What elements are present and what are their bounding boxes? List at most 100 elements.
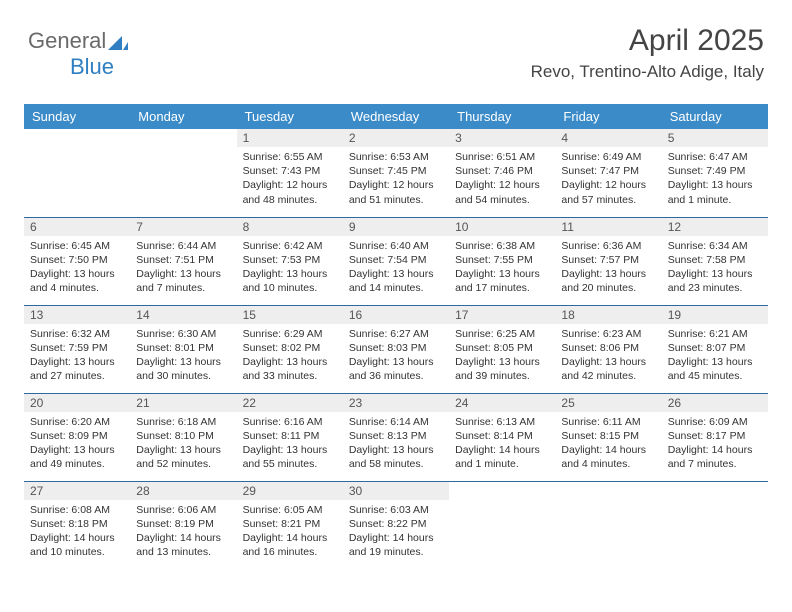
calendar-day: 6Sunrise: 6:45 AMSunset: 7:50 PMDaylight… [24, 217, 130, 305]
day-number: 22 [237, 394, 343, 412]
brand-part2: Blue [70, 54, 114, 79]
location-subtitle: Revo, Trentino-Alto Adige, Italy [531, 62, 764, 82]
calendar-day: 19Sunrise: 6:21 AMSunset: 8:07 PMDayligh… [662, 305, 768, 393]
day-number: 25 [555, 394, 661, 412]
day-details: Sunrise: 6:34 AMSunset: 7:58 PMDaylight:… [662, 236, 768, 300]
day-number: 8 [237, 218, 343, 236]
day-details: Sunrise: 6:51 AMSunset: 7:46 PMDaylight:… [449, 147, 555, 211]
day-details: Sunrise: 6:40 AMSunset: 7:54 PMDaylight:… [343, 236, 449, 300]
calendar-day: 12Sunrise: 6:34 AMSunset: 7:58 PMDayligh… [662, 217, 768, 305]
day-number: 1 [237, 129, 343, 147]
calendar-day: 1Sunrise: 6:55 AMSunset: 7:43 PMDaylight… [237, 129, 343, 217]
calendar-day: 11Sunrise: 6:36 AMSunset: 7:57 PMDayligh… [555, 217, 661, 305]
calendar-empty [130, 129, 236, 217]
calendar-row: 1Sunrise: 6:55 AMSunset: 7:43 PMDaylight… [24, 129, 768, 217]
day-number: 19 [662, 306, 768, 324]
day-number: 12 [662, 218, 768, 236]
calendar-empty [662, 481, 768, 569]
calendar-day: 18Sunrise: 6:23 AMSunset: 8:06 PMDayligh… [555, 305, 661, 393]
calendar-day: 2Sunrise: 6:53 AMSunset: 7:45 PMDaylight… [343, 129, 449, 217]
calendar-day: 23Sunrise: 6:14 AMSunset: 8:13 PMDayligh… [343, 393, 449, 481]
calendar-day: 10Sunrise: 6:38 AMSunset: 7:55 PMDayligh… [449, 217, 555, 305]
day-number: 24 [449, 394, 555, 412]
day-number: 10 [449, 218, 555, 236]
day-details: Sunrise: 6:45 AMSunset: 7:50 PMDaylight:… [24, 236, 130, 300]
day-details: Sunrise: 6:53 AMSunset: 7:45 PMDaylight:… [343, 147, 449, 211]
calendar-row: 13Sunrise: 6:32 AMSunset: 7:59 PMDayligh… [24, 305, 768, 393]
day-number: 11 [555, 218, 661, 236]
calendar-row: 27Sunrise: 6:08 AMSunset: 8:18 PMDayligh… [24, 481, 768, 569]
calendar-day: 8Sunrise: 6:42 AMSunset: 7:53 PMDaylight… [237, 217, 343, 305]
calendar-day: 9Sunrise: 6:40 AMSunset: 7:54 PMDaylight… [343, 217, 449, 305]
weekday-header: Tuesday [237, 104, 343, 129]
weekday-header-row: SundayMondayTuesdayWednesdayThursdayFrid… [24, 104, 768, 129]
day-number: 28 [130, 482, 236, 500]
day-number: 15 [237, 306, 343, 324]
weekday-header: Friday [555, 104, 661, 129]
weekday-header: Saturday [662, 104, 768, 129]
calendar-day: 25Sunrise: 6:11 AMSunset: 8:15 PMDayligh… [555, 393, 661, 481]
day-number: 6 [24, 218, 130, 236]
day-number: 23 [343, 394, 449, 412]
day-number: 13 [24, 306, 130, 324]
day-details: Sunrise: 6:30 AMSunset: 8:01 PMDaylight:… [130, 324, 236, 388]
calendar-day: 20Sunrise: 6:20 AMSunset: 8:09 PMDayligh… [24, 393, 130, 481]
day-number: 3 [449, 129, 555, 147]
day-details: Sunrise: 6:06 AMSunset: 8:19 PMDaylight:… [130, 500, 236, 564]
day-details: Sunrise: 6:42 AMSunset: 7:53 PMDaylight:… [237, 236, 343, 300]
brand-sail-icon [108, 34, 128, 50]
day-number: 7 [130, 218, 236, 236]
calendar-day: 15Sunrise: 6:29 AMSunset: 8:02 PMDayligh… [237, 305, 343, 393]
calendar-table: SundayMondayTuesdayWednesdayThursdayFrid… [24, 104, 768, 569]
day-details: Sunrise: 6:38 AMSunset: 7:55 PMDaylight:… [449, 236, 555, 300]
day-details: Sunrise: 6:47 AMSunset: 7:49 PMDaylight:… [662, 147, 768, 211]
day-details: Sunrise: 6:11 AMSunset: 8:15 PMDaylight:… [555, 412, 661, 476]
day-number: 9 [343, 218, 449, 236]
calendar-day: 3Sunrise: 6:51 AMSunset: 7:46 PMDaylight… [449, 129, 555, 217]
calendar-day: 5Sunrise: 6:47 AMSunset: 7:49 PMDaylight… [662, 129, 768, 217]
day-number: 2 [343, 129, 449, 147]
day-number: 17 [449, 306, 555, 324]
calendar-day: 21Sunrise: 6:18 AMSunset: 8:10 PMDayligh… [130, 393, 236, 481]
day-number: 16 [343, 306, 449, 324]
day-details: Sunrise: 6:14 AMSunset: 8:13 PMDaylight:… [343, 412, 449, 476]
day-details: Sunrise: 6:29 AMSunset: 8:02 PMDaylight:… [237, 324, 343, 388]
day-details: Sunrise: 6:32 AMSunset: 7:59 PMDaylight:… [24, 324, 130, 388]
calendar-row: 6Sunrise: 6:45 AMSunset: 7:50 PMDaylight… [24, 217, 768, 305]
day-number: 5 [662, 129, 768, 147]
calendar-day: 26Sunrise: 6:09 AMSunset: 8:17 PMDayligh… [662, 393, 768, 481]
calendar-day: 24Sunrise: 6:13 AMSunset: 8:14 PMDayligh… [449, 393, 555, 481]
day-details: Sunrise: 6:55 AMSunset: 7:43 PMDaylight:… [237, 147, 343, 211]
month-title: April 2025 [531, 24, 764, 58]
day-details: Sunrise: 6:36 AMSunset: 7:57 PMDaylight:… [555, 236, 661, 300]
weekday-header: Wednesday [343, 104, 449, 129]
weekday-header: Thursday [449, 104, 555, 129]
day-details: Sunrise: 6:21 AMSunset: 8:07 PMDaylight:… [662, 324, 768, 388]
day-number: 14 [130, 306, 236, 324]
day-details: Sunrise: 6:18 AMSunset: 8:10 PMDaylight:… [130, 412, 236, 476]
day-details: Sunrise: 6:05 AMSunset: 8:21 PMDaylight:… [237, 500, 343, 564]
day-details: Sunrise: 6:08 AMSunset: 8:18 PMDaylight:… [24, 500, 130, 564]
calendar-day: 17Sunrise: 6:25 AMSunset: 8:05 PMDayligh… [449, 305, 555, 393]
day-number: 18 [555, 306, 661, 324]
day-details: Sunrise: 6:49 AMSunset: 7:47 PMDaylight:… [555, 147, 661, 211]
day-number: 30 [343, 482, 449, 500]
day-details: Sunrise: 6:27 AMSunset: 8:03 PMDaylight:… [343, 324, 449, 388]
day-details: Sunrise: 6:16 AMSunset: 8:11 PMDaylight:… [237, 412, 343, 476]
calendar-row: 20Sunrise: 6:20 AMSunset: 8:09 PMDayligh… [24, 393, 768, 481]
calendar-day: 16Sunrise: 6:27 AMSunset: 8:03 PMDayligh… [343, 305, 449, 393]
calendar-day: 29Sunrise: 6:05 AMSunset: 8:21 PMDayligh… [237, 481, 343, 569]
calendar-day: 7Sunrise: 6:44 AMSunset: 7:51 PMDaylight… [130, 217, 236, 305]
calendar-empty [24, 129, 130, 217]
calendar-day: 27Sunrise: 6:08 AMSunset: 8:18 PMDayligh… [24, 481, 130, 569]
calendar-day: 22Sunrise: 6:16 AMSunset: 8:11 PMDayligh… [237, 393, 343, 481]
day-number: 27 [24, 482, 130, 500]
day-number: 21 [130, 394, 236, 412]
day-number: 29 [237, 482, 343, 500]
day-details: Sunrise: 6:25 AMSunset: 8:05 PMDaylight:… [449, 324, 555, 388]
day-details: Sunrise: 6:03 AMSunset: 8:22 PMDaylight:… [343, 500, 449, 564]
day-details: Sunrise: 6:09 AMSunset: 8:17 PMDaylight:… [662, 412, 768, 476]
day-details: Sunrise: 6:44 AMSunset: 7:51 PMDaylight:… [130, 236, 236, 300]
calendar-empty [555, 481, 661, 569]
calendar-day: 14Sunrise: 6:30 AMSunset: 8:01 PMDayligh… [130, 305, 236, 393]
